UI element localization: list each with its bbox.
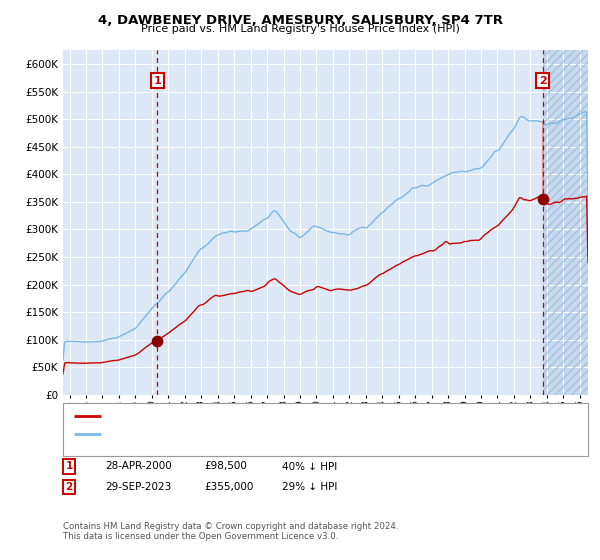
Text: £98,500: £98,500	[204, 461, 247, 472]
Text: 4, DAWBENEY DRIVE, AMESBURY, SALISBURY, SP4 7TR: 4, DAWBENEY DRIVE, AMESBURY, SALISBURY, …	[97, 14, 503, 27]
Text: 40% ↓ HPI: 40% ↓ HPI	[282, 461, 337, 472]
Point	[152, 336, 162, 345]
Text: 29% ↓ HPI: 29% ↓ HPI	[282, 482, 337, 492]
Text: £355,000: £355,000	[204, 482, 253, 492]
Text: 2: 2	[65, 482, 73, 492]
Point	[538, 195, 548, 204]
Text: 2: 2	[539, 76, 547, 86]
Text: Price paid vs. HM Land Registry's House Price Index (HPI): Price paid vs. HM Land Registry's House …	[140, 24, 460, 34]
Text: 1: 1	[154, 76, 161, 86]
Text: Contains HM Land Registry data © Crown copyright and database right 2024.: Contains HM Land Registry data © Crown c…	[63, 522, 398, 531]
Text: This data is licensed under the Open Government Licence v3.0.: This data is licensed under the Open Gov…	[63, 532, 338, 541]
Text: 28-APR-2000: 28-APR-2000	[105, 461, 172, 472]
Text: 4, DAWBENEY DRIVE, AMESBURY, SALISBURY, SP4 7TR (detached house): 4, DAWBENEY DRIVE, AMESBURY, SALISBURY, …	[105, 409, 467, 419]
Text: 29-SEP-2023: 29-SEP-2023	[105, 482, 171, 492]
Bar	[543, 50, 588, 395]
Text: HPI: Average price, detached house, Wiltshire: HPI: Average price, detached house, Wilt…	[105, 427, 333, 437]
Bar	[543, 50, 588, 395]
Text: 1: 1	[65, 461, 73, 472]
